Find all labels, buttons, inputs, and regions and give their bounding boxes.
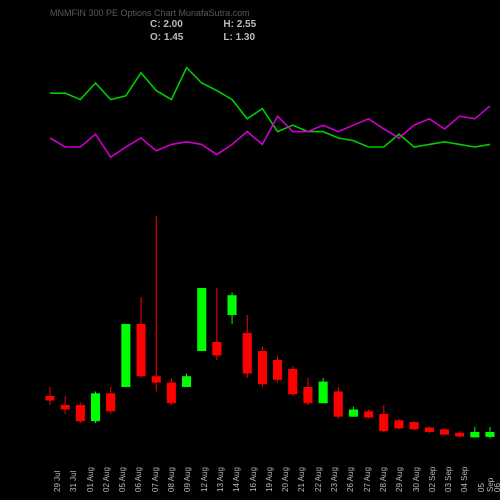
- candle-body: [410, 422, 419, 429]
- candle-body: [167, 383, 176, 404]
- candle-body: [349, 410, 358, 417]
- x-axis-label: 14 Aug: [232, 467, 238, 492]
- x-axis-label: 01 Aug: [86, 467, 92, 492]
- x-axis-label: 27 Aug: [363, 467, 369, 492]
- x-axis-label: 28 Aug: [379, 467, 385, 492]
- x-axis-label: 30 Aug: [412, 467, 418, 492]
- candle-body: [152, 376, 161, 382]
- x-axis-label: 04 Sep: [460, 467, 466, 492]
- candle-body: [212, 342, 221, 356]
- candle-body: [273, 360, 282, 380]
- candle-body: [76, 405, 85, 421]
- x-axis-label: 07 Aug: [151, 467, 157, 492]
- candle-body: [334, 392, 343, 417]
- x-axis-label: 05 Aug: [118, 467, 124, 492]
- price-chart: [0, 0, 500, 500]
- candle-body: [197, 288, 206, 351]
- x-axis-label: 19 Aug: [265, 467, 271, 492]
- candle-body: [106, 393, 115, 411]
- candle-body: [45, 396, 54, 401]
- candle-body: [288, 369, 297, 394]
- low-value: L: 1.30: [223, 31, 256, 44]
- candle-body: [455, 433, 464, 437]
- ohlc-readout: C: 2.00 O: 1.45 H: 2.55 L: 1.30: [150, 18, 256, 44]
- x-axis-label: 16 Aug: [249, 467, 255, 492]
- candle-body: [258, 351, 267, 384]
- candle-body: [228, 295, 237, 315]
- x-axis-label: 31 Jul: [69, 471, 75, 492]
- open-value: O: 1.45: [150, 31, 183, 44]
- candle-body: [91, 393, 100, 421]
- close-value: C: 2.00: [150, 18, 183, 31]
- x-axis-label: 02 Sep: [428, 467, 434, 492]
- candle-body: [379, 414, 388, 431]
- candle-body: [425, 428, 434, 433]
- candle-body: [137, 324, 146, 376]
- x-axis-label: 23 Aug: [330, 467, 336, 492]
- chart-title: MNMFIN 300 PE Options Chart MunafaSutra.…: [50, 8, 250, 18]
- x-axis-label: 21 Aug: [297, 467, 303, 492]
- candle-body: [364, 411, 373, 417]
- x-axis-label: 26 Aug: [346, 467, 352, 492]
- candle-body: [470, 432, 479, 437]
- x-axis-label: 12 Aug: [200, 467, 206, 492]
- x-axis-label: 20 Aug: [281, 467, 287, 492]
- candle-body: [440, 429, 449, 434]
- x-axis-label: 05 Sep: [477, 469, 483, 492]
- candle-body: [61, 405, 70, 410]
- candle-body: [485, 432, 494, 437]
- indicator-line-green: [50, 68, 490, 147]
- candle-body: [182, 376, 191, 387]
- x-axis-label: 29 Jul: [53, 471, 59, 492]
- x-axis-label: 02 Aug: [102, 467, 108, 492]
- x-axis-label: 09 Aug: [183, 467, 189, 492]
- x-axis-label: 29 Aug: [395, 467, 401, 492]
- x-axis-label: 13 Aug: [216, 467, 222, 492]
- x-axis-label: 06 Sep: [493, 478, 499, 492]
- x-axis-label: 08 Aug: [167, 467, 173, 492]
- x-axis-label: 03 Sep: [444, 467, 450, 492]
- candle-body: [121, 324, 130, 387]
- candle-body: [303, 387, 312, 403]
- candle-body: [243, 333, 252, 374]
- indicator-line-magenta: [50, 106, 490, 157]
- x-axis-label: 06 Aug: [134, 467, 140, 492]
- candle-body: [394, 420, 403, 428]
- high-value: H: 2.55: [223, 18, 256, 31]
- x-axis-label: 22 Aug: [314, 467, 320, 492]
- candle-body: [319, 382, 328, 404]
